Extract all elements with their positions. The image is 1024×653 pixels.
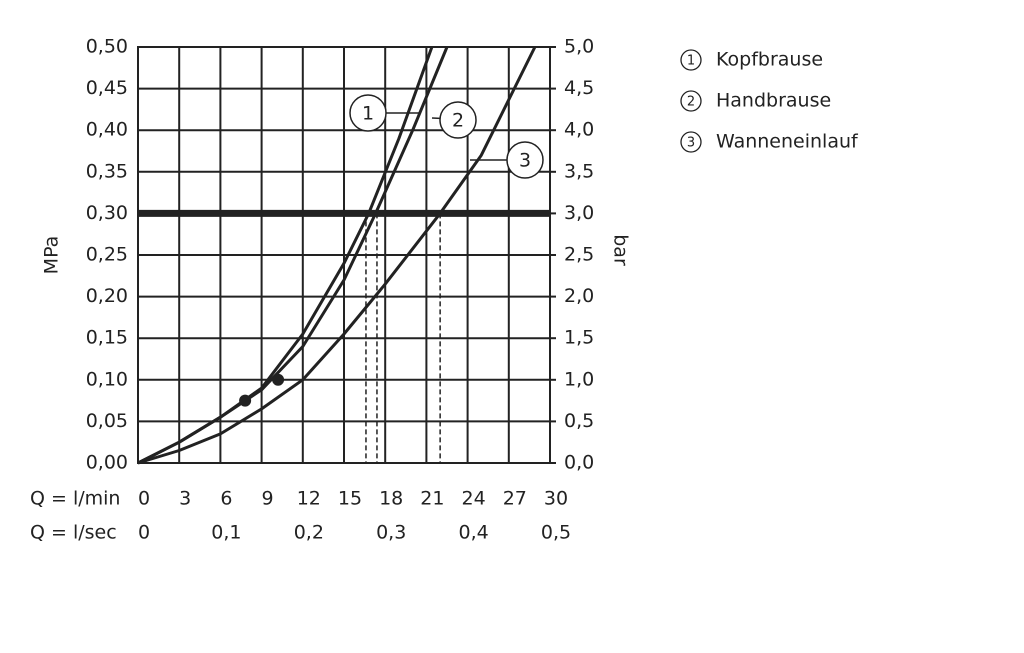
y-tick-label: 0,00 [86,452,128,474]
x-tick-label: 3 [179,488,191,510]
legend-label: Wanneneinlauf [716,131,859,153]
x-tick-label: 0 [138,488,150,510]
x2-axis-label: Q = l/sec [30,522,117,544]
legend-label: Kopfbrause [716,49,823,71]
y-tick-label: 0,45 [86,77,128,99]
x-tick-label: 21 [420,488,444,510]
y2-tick-label: 4,0 [564,119,594,141]
y2-tick-label: 2,0 [564,285,594,307]
callout-label: 3 [519,150,531,172]
line [137,46,537,465]
callout-circle [349,94,387,132]
legend-circle [680,131,702,153]
x-tick-label: 6 [220,488,232,510]
x-tick-label: 24 [462,488,486,510]
callout-circle [439,101,477,139]
y-tick-label: 0,20 [86,285,128,307]
callout-circle [506,141,544,179]
y-tick-label: 0,25 [86,244,128,266]
legend-number: 3 [687,136,695,151]
x2-tick-label: 0,3 [376,522,406,544]
y-tick-label: 0,30 [86,202,128,224]
y2-tick-label: 4,5 [564,77,594,99]
y-tick-label: 0,50 [86,36,128,58]
legend-circle [680,90,702,112]
y-tick-label: 0,10 [86,368,128,390]
y2-tick-label: 2,5 [564,244,594,266]
x-tick-label: 12 [297,488,321,510]
x2-tick-label: 0,5 [541,522,571,544]
marker [239,394,252,407]
x-tick-label: 27 [503,488,527,510]
legend-circle [680,49,702,71]
y2-tick-label: 3,5 [564,160,594,182]
y-tick-label: 0,40 [86,119,128,141]
x-axis-label: Q = l/min [30,488,120,510]
y2-tick-label: 3,0 [564,202,594,224]
y2-tick-label: 1,5 [564,327,594,349]
callout-label: 2 [452,110,464,132]
y2-tick-label: 1,0 [564,368,594,390]
y-axis-label: MPa [41,236,63,275]
x-tick-label: 30 [544,488,568,510]
legend-number: 2 [687,95,695,110]
legend-label: Handbrause [716,90,831,112]
line [137,46,449,465]
x-tick-label: 15 [338,488,362,510]
x-tick-label: 18 [379,488,403,510]
x-tick-label: 9 [262,488,274,510]
marker [272,373,285,386]
y2-tick-label: 0,5 [564,410,594,432]
plot-frame [137,46,551,464]
y-tick-label: 0,35 [86,160,128,182]
callout-label: 1 [362,103,374,125]
x2-tick-label: 0,1 [211,522,241,544]
y2-axis-label: bar [610,234,632,266]
x2-tick-label: 0 [138,522,150,544]
legend-number: 1 [687,54,695,69]
x2-tick-label: 0,4 [458,522,488,544]
y2-tick-label: 5,0 [564,36,594,58]
x2-tick-label: 0,2 [294,522,324,544]
y-tick-label: 0,15 [86,327,128,349]
y-tick-label: 0,05 [86,410,128,432]
y2-tick-label: 0,0 [564,452,594,474]
